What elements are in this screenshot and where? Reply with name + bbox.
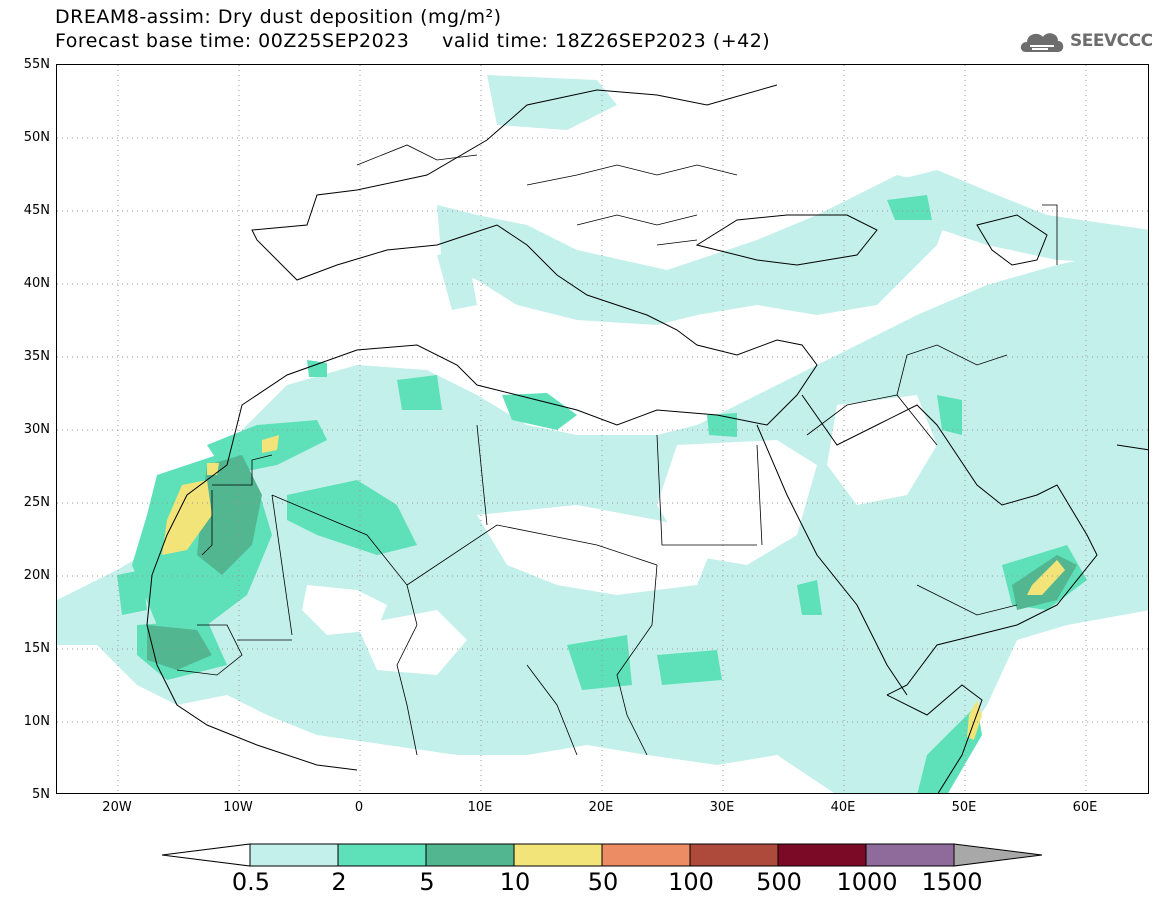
colorbar-label-3: 10	[499, 868, 531, 896]
lon-label-40e: 40E	[830, 800, 856, 815]
lat-label-5n: 5N	[32, 787, 50, 802]
colorbar-label-5: 100	[668, 868, 714, 896]
colorbar-segment-6	[777, 843, 867, 867]
lon-label-50e: 50E	[951, 800, 977, 815]
lon-label-20w: 20W	[102, 800, 132, 815]
colorbar-label-2: 5	[419, 868, 435, 896]
lat-label-10n: 10N	[23, 714, 50, 729]
colorbar-segment-2	[425, 843, 515, 867]
map-title: DREAM8-assim: Dry dust deposition (mg/m²…	[55, 6, 502, 28]
colorbar-label-8: 1500	[921, 868, 983, 896]
lon-label-60e: 60E	[1072, 800, 1098, 815]
map-panel	[56, 64, 1149, 794]
colorbar-label-0: 0.5	[231, 868, 271, 896]
lat-label-45n: 45N	[23, 203, 50, 218]
graticule	[57, 65, 1148, 793]
lat-label-20n: 20N	[23, 568, 50, 583]
seevccc-logo: SEEVCCC	[1018, 26, 1153, 56]
lat-label-55n: 55N	[23, 57, 50, 72]
cloud-icon	[1020, 33, 1064, 52]
lon-label-10e: 10E	[467, 800, 493, 815]
lon-label-20e: 20E	[588, 800, 614, 815]
colorbar-arrow-right	[953, 843, 1043, 867]
colorbar-arrow-left	[161, 843, 251, 867]
colorbar-label-1: 2	[331, 868, 347, 896]
colorbar-label-6: 500	[756, 868, 802, 896]
lat-label-35n: 35N	[23, 349, 50, 364]
colorbar-segment-3	[513, 843, 603, 867]
lat-label-40n: 40N	[23, 276, 50, 291]
logo-text: SEEVCCC	[1070, 31, 1153, 51]
lon-label-10w: 10W	[223, 800, 253, 815]
colorbar-label-7: 1000	[836, 868, 898, 896]
map-subtitle: Forecast base time: 00Z25SEP2023 valid t…	[55, 30, 771, 52]
lat-label-30n: 30N	[23, 422, 50, 437]
coastlines	[146, 84, 1148, 793]
colorbar-label-4: 50	[587, 868, 619, 896]
lon-label-30e: 30E	[709, 800, 735, 815]
colorbar-segment-5	[689, 843, 779, 867]
country-borders	[176, 144, 1058, 756]
colorbar	[161, 843, 1043, 867]
lat-label-15n: 15N	[23, 641, 50, 656]
lon-label-0: 0	[354, 800, 364, 815]
colorbar-segment-1	[337, 843, 427, 867]
colorbar-segment-4	[601, 843, 691, 867]
lat-label-25n: 25N	[23, 495, 50, 510]
colorbar-segment-7	[865, 843, 955, 867]
dust-deposition-map	[57, 65, 1148, 793]
lat-label-50n: 50N	[23, 130, 50, 145]
colorbar-segment-0	[249, 843, 339, 867]
